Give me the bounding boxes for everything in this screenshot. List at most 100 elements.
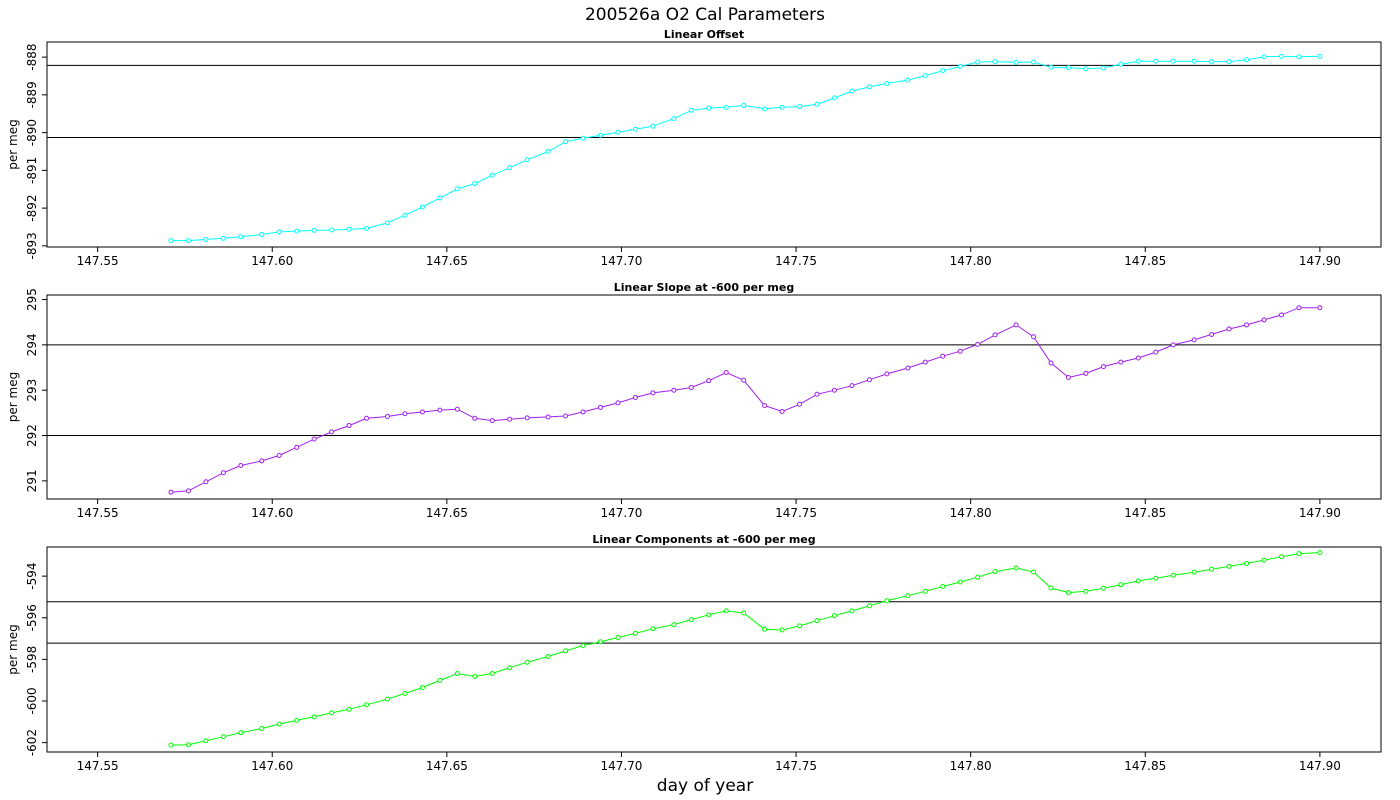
data-point xyxy=(814,618,820,624)
data-point xyxy=(779,409,785,415)
data-point xyxy=(1191,337,1197,343)
series-line-offset xyxy=(171,55,1320,242)
data-point xyxy=(1278,53,1284,59)
data-point xyxy=(168,238,174,244)
data-point xyxy=(294,228,300,234)
data-point xyxy=(632,630,638,636)
data-point xyxy=(1261,317,1267,323)
data-point xyxy=(276,721,282,727)
data-point xyxy=(1261,54,1267,60)
data-point xyxy=(1153,58,1159,64)
panel-slope: Linear Slope at -600 per meg per meg 147.5… xyxy=(6,281,1382,520)
y-tick-label: -596 xyxy=(25,604,39,631)
x-tick-label: 147.55 xyxy=(77,506,119,520)
data-point xyxy=(957,579,963,585)
panel-offset: Linear Offset per meg 147.55 147.60 147.65 14… xyxy=(6,28,1382,268)
plot-frame-components xyxy=(46,546,1382,753)
data-point xyxy=(185,488,191,494)
data-point xyxy=(1118,582,1124,588)
data-point xyxy=(1083,588,1089,594)
data-point xyxy=(1031,569,1037,575)
data-point xyxy=(489,172,495,178)
x-tick-label: 147.85 xyxy=(1124,506,1166,520)
data-point xyxy=(364,702,370,708)
data-point xyxy=(1244,57,1250,63)
data-point xyxy=(866,603,872,609)
data-point xyxy=(329,429,335,435)
data-point xyxy=(203,738,209,744)
x-tick-label: 147.60 xyxy=(251,254,293,268)
data-point xyxy=(524,157,530,163)
data-point xyxy=(384,413,390,419)
data-point xyxy=(489,418,495,424)
data-point xyxy=(650,390,656,396)
data-point xyxy=(1317,53,1323,59)
data-point xyxy=(688,107,694,113)
data-point xyxy=(1170,342,1176,348)
data-point xyxy=(238,462,244,468)
data-point xyxy=(1065,375,1071,381)
data-point xyxy=(940,353,946,359)
data-point xyxy=(814,101,820,107)
data-point xyxy=(1296,54,1302,60)
x-tick-label: 147.70 xyxy=(600,254,642,268)
data-point xyxy=(866,377,872,383)
data-point xyxy=(1191,569,1197,575)
y-tick-label: -602 xyxy=(25,729,39,756)
data-point xyxy=(384,696,390,702)
data-point xyxy=(688,617,694,623)
data-point xyxy=(402,411,408,417)
data-point xyxy=(1278,554,1284,560)
data-point xyxy=(650,626,656,632)
data-point xyxy=(1135,58,1141,64)
data-point xyxy=(1013,59,1019,65)
x-tick-label: 147.70 xyxy=(600,506,642,520)
x-tick-label: 147.80 xyxy=(950,506,992,520)
data-point xyxy=(259,232,265,238)
x-tick-label: 147.65 xyxy=(426,759,468,773)
data-point xyxy=(1153,575,1159,581)
data-point xyxy=(1153,349,1159,355)
data-point xyxy=(1083,66,1089,72)
data-point xyxy=(741,102,747,108)
data-point xyxy=(671,387,677,393)
data-point xyxy=(957,64,963,70)
data-point xyxy=(580,409,586,415)
data-point xyxy=(1118,61,1124,67)
data-point xyxy=(168,489,174,495)
data-point xyxy=(507,665,513,671)
data-point xyxy=(545,653,551,659)
data-point xyxy=(1100,65,1106,71)
data-point xyxy=(238,234,244,240)
x-tick-label: 147.90 xyxy=(1299,506,1341,520)
data-point xyxy=(598,404,604,410)
data-point xyxy=(849,608,855,614)
x-tick-label: 147.70 xyxy=(600,759,642,773)
data-point xyxy=(1278,312,1284,318)
data-point xyxy=(580,643,586,649)
data-point xyxy=(957,348,963,354)
data-point xyxy=(1065,65,1071,71)
data-point xyxy=(762,403,768,409)
data-point xyxy=(419,204,425,210)
data-point xyxy=(311,714,317,720)
data-point xyxy=(779,627,785,633)
data-point xyxy=(259,725,265,731)
data-point xyxy=(1296,551,1302,557)
data-point xyxy=(866,84,872,90)
x-tick-label: 147.85 xyxy=(1124,759,1166,773)
data-point xyxy=(688,384,694,390)
data-point xyxy=(706,612,712,618)
y-axis-label-slope: per meg xyxy=(6,372,20,422)
data-point xyxy=(1244,322,1250,328)
data-point xyxy=(1261,557,1267,563)
data-point xyxy=(975,341,981,347)
data-point xyxy=(1048,64,1054,70)
data-point xyxy=(238,730,244,736)
data-point xyxy=(1296,305,1302,311)
x-tick-label: 147.65 xyxy=(426,254,468,268)
data-point xyxy=(723,370,729,376)
data-point xyxy=(814,391,820,397)
data-point xyxy=(563,413,569,419)
